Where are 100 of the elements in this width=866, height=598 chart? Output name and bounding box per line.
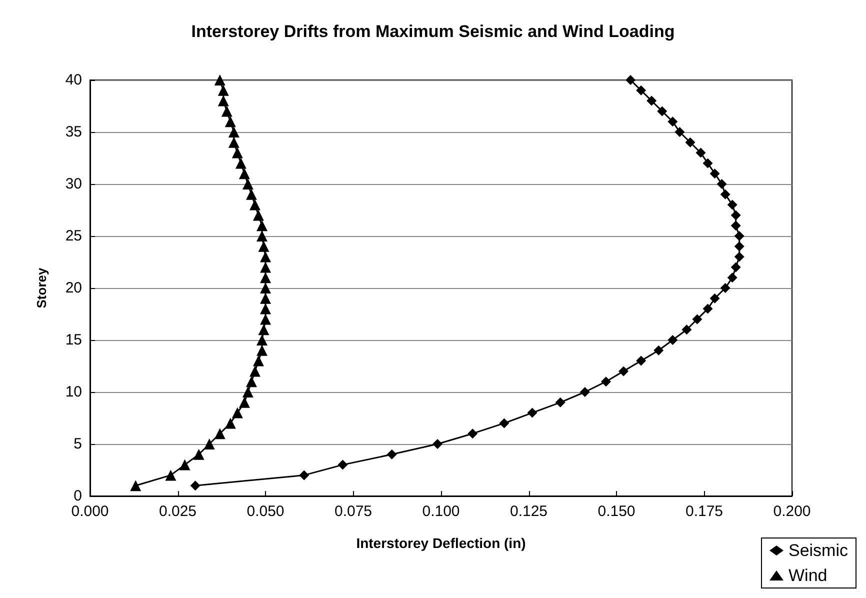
point bbox=[242, 178, 254, 190]
point bbox=[702, 158, 713, 168]
point bbox=[235, 158, 246, 169]
point bbox=[260, 251, 271, 262]
point bbox=[626, 75, 636, 85]
point bbox=[228, 136, 240, 148]
point bbox=[730, 210, 741, 220]
point bbox=[338, 460, 348, 470]
x-tick-label: 0.075 bbox=[334, 503, 372, 520]
point bbox=[232, 147, 243, 158]
point bbox=[224, 418, 236, 429]
x-axis-title: Interstorey Deflection (in) bbox=[356, 535, 526, 551]
point bbox=[228, 126, 240, 138]
point bbox=[260, 282, 271, 294]
x-tick-label: 0.150 bbox=[598, 503, 636, 520]
x-tick-label: 0.100 bbox=[422, 503, 460, 520]
point bbox=[252, 355, 264, 366]
point bbox=[734, 231, 744, 241]
y-tick-label: 35 bbox=[65, 124, 82, 140]
point bbox=[224, 116, 236, 128]
point bbox=[618, 366, 629, 376]
point bbox=[716, 179, 727, 189]
point bbox=[727, 200, 738, 210]
point bbox=[710, 293, 720, 304]
point bbox=[218, 95, 229, 106]
x-tick-label: 0.000 bbox=[71, 503, 109, 520]
point bbox=[636, 85, 646, 96]
point bbox=[130, 480, 142, 492]
chart-title: Interstorey Drifts from Maximum Seismic and Wind Loading bbox=[191, 22, 675, 41]
point bbox=[386, 449, 397, 460]
x-tick-label: 0.050 bbox=[246, 503, 284, 520]
y-axis-title: Storey bbox=[34, 267, 49, 308]
point bbox=[685, 137, 696, 148]
point bbox=[249, 199, 260, 210]
point bbox=[668, 116, 678, 127]
point bbox=[499, 418, 510, 428]
x-tick-label: 0.175 bbox=[685, 503, 724, 520]
point bbox=[258, 324, 270, 336]
point bbox=[258, 240, 270, 252]
point bbox=[204, 438, 215, 450]
x-tick-label: 0.200 bbox=[773, 503, 811, 520]
point bbox=[256, 334, 268, 346]
point bbox=[260, 303, 271, 314]
point bbox=[218, 84, 229, 96]
point bbox=[720, 283, 730, 293]
point bbox=[256, 230, 268, 242]
point bbox=[727, 272, 738, 283]
point bbox=[246, 188, 257, 200]
point bbox=[432, 439, 442, 449]
point bbox=[260, 314, 271, 325]
point bbox=[668, 335, 678, 345]
point bbox=[238, 396, 250, 408]
point bbox=[179, 459, 190, 470]
point bbox=[249, 366, 260, 377]
point bbox=[527, 408, 538, 418]
point bbox=[214, 74, 226, 86]
y-tick-label: 10 bbox=[65, 384, 82, 400]
legend-label: Wind bbox=[788, 566, 828, 585]
y-tick-label: 15 bbox=[65, 332, 82, 348]
point bbox=[674, 127, 685, 137]
point bbox=[636, 356, 646, 366]
point bbox=[734, 241, 744, 252]
point bbox=[696, 148, 706, 158]
point bbox=[734, 252, 744, 262]
point bbox=[555, 397, 566, 408]
point bbox=[299, 470, 310, 480]
legend-label: Seismic bbox=[788, 541, 848, 560]
y-tick-label: 40 bbox=[65, 72, 82, 88]
point bbox=[256, 220, 268, 232]
point bbox=[252, 210, 264, 221]
point bbox=[692, 314, 702, 324]
point bbox=[730, 220, 741, 231]
point bbox=[468, 428, 478, 439]
x-tick-label: 0.025 bbox=[158, 503, 197, 520]
point bbox=[654, 345, 664, 356]
y-tick-label: 0 bbox=[74, 488, 82, 504]
point bbox=[580, 387, 590, 397]
point bbox=[190, 480, 200, 491]
point bbox=[720, 189, 730, 200]
point bbox=[193, 448, 204, 460]
point bbox=[260, 272, 271, 284]
point bbox=[242, 386, 254, 398]
point bbox=[657, 106, 668, 116]
point bbox=[260, 292, 271, 304]
point bbox=[710, 168, 720, 179]
point bbox=[221, 106, 232, 117]
point bbox=[646, 96, 657, 106]
y-tick-label: 20 bbox=[65, 280, 82, 296]
point bbox=[165, 470, 176, 481]
point bbox=[260, 262, 271, 273]
y-tick-label: 30 bbox=[65, 176, 82, 192]
point bbox=[730, 262, 741, 272]
point bbox=[246, 376, 257, 388]
point bbox=[214, 428, 226, 440]
point bbox=[232, 407, 243, 418]
point bbox=[238, 168, 250, 180]
y-tick-label: 25 bbox=[65, 228, 82, 244]
point bbox=[256, 344, 268, 356]
point bbox=[682, 324, 692, 335]
y-tick-label: 5 bbox=[74, 436, 82, 452]
